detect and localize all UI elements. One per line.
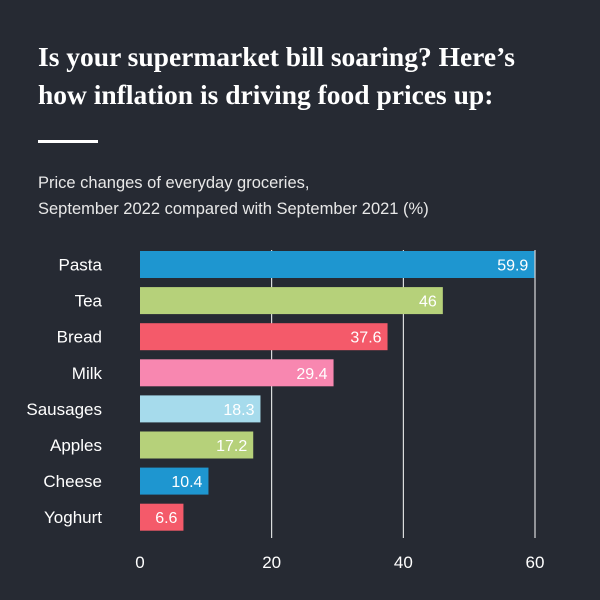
category-label-sausages: Sausages (26, 400, 102, 419)
bar-yoghurt (140, 503, 184, 531)
chart-title: Is your supermarket bill soaring? Here’s… (38, 38, 578, 114)
value-label-yoghurt: 6.6 (155, 510, 177, 527)
chart-subtitle-line-2: September 2022 compared with September 2… (38, 200, 429, 218)
bar-bread (140, 323, 388, 351)
chart-subtitle-line-1: Price changes of everyday groceries, (38, 174, 310, 192)
chart-title-line-2: how inflation is driving food prices up: (38, 79, 494, 110)
chart-subtitle: Price changes of everyday groceries, Sep… (38, 170, 578, 222)
value-label-pasta: 59.9 (497, 258, 528, 275)
category-label-apples: Apples (50, 436, 102, 455)
category-label-bread: Bread (57, 328, 102, 347)
value-label-apples: 17.2 (216, 438, 247, 455)
value-label-tea: 46 (419, 294, 437, 311)
title-divider (38, 140, 98, 143)
category-label-pasta: Pasta (59, 256, 103, 275)
x-tick-label-60: 60 (526, 553, 545, 572)
x-tick-label-20: 20 (262, 553, 281, 572)
value-label-bread: 37.6 (350, 330, 381, 347)
bars (140, 251, 535, 531)
value-labels: 59.9 46 37.6 29.4 18.3 17.2 10.4 6.6 (155, 258, 528, 528)
value-label-sausages: 18.3 (223, 402, 254, 419)
value-label-cheese: 10.4 (171, 474, 202, 491)
category-label-milk: Milk (72, 364, 103, 383)
x-axis-tick-labels: 0 20 40 60 (135, 553, 544, 572)
category-label-cheese: Cheese (43, 472, 102, 491)
value-label-milk: 29.4 (296, 366, 327, 383)
bar-pasta (140, 251, 535, 278)
category-label-yoghurt: Yoghurt (44, 508, 102, 527)
chart-title-line-1: Is your supermarket bill soaring? Here’s (38, 41, 515, 72)
category-label-tea: Tea (75, 292, 103, 311)
x-tick-label-0: 0 (135, 553, 144, 572)
bar-apples (140, 431, 254, 459)
bar-sausages (140, 395, 261, 423)
bar-tea (140, 287, 443, 315)
bar-milk (140, 359, 334, 387)
category-labels: Pasta Tea Bread Milk Sausages Apples Cheese Yog… (26, 256, 102, 528)
bar-cheese (140, 467, 209, 495)
x-tick-label-40: 40 (394, 553, 413, 572)
